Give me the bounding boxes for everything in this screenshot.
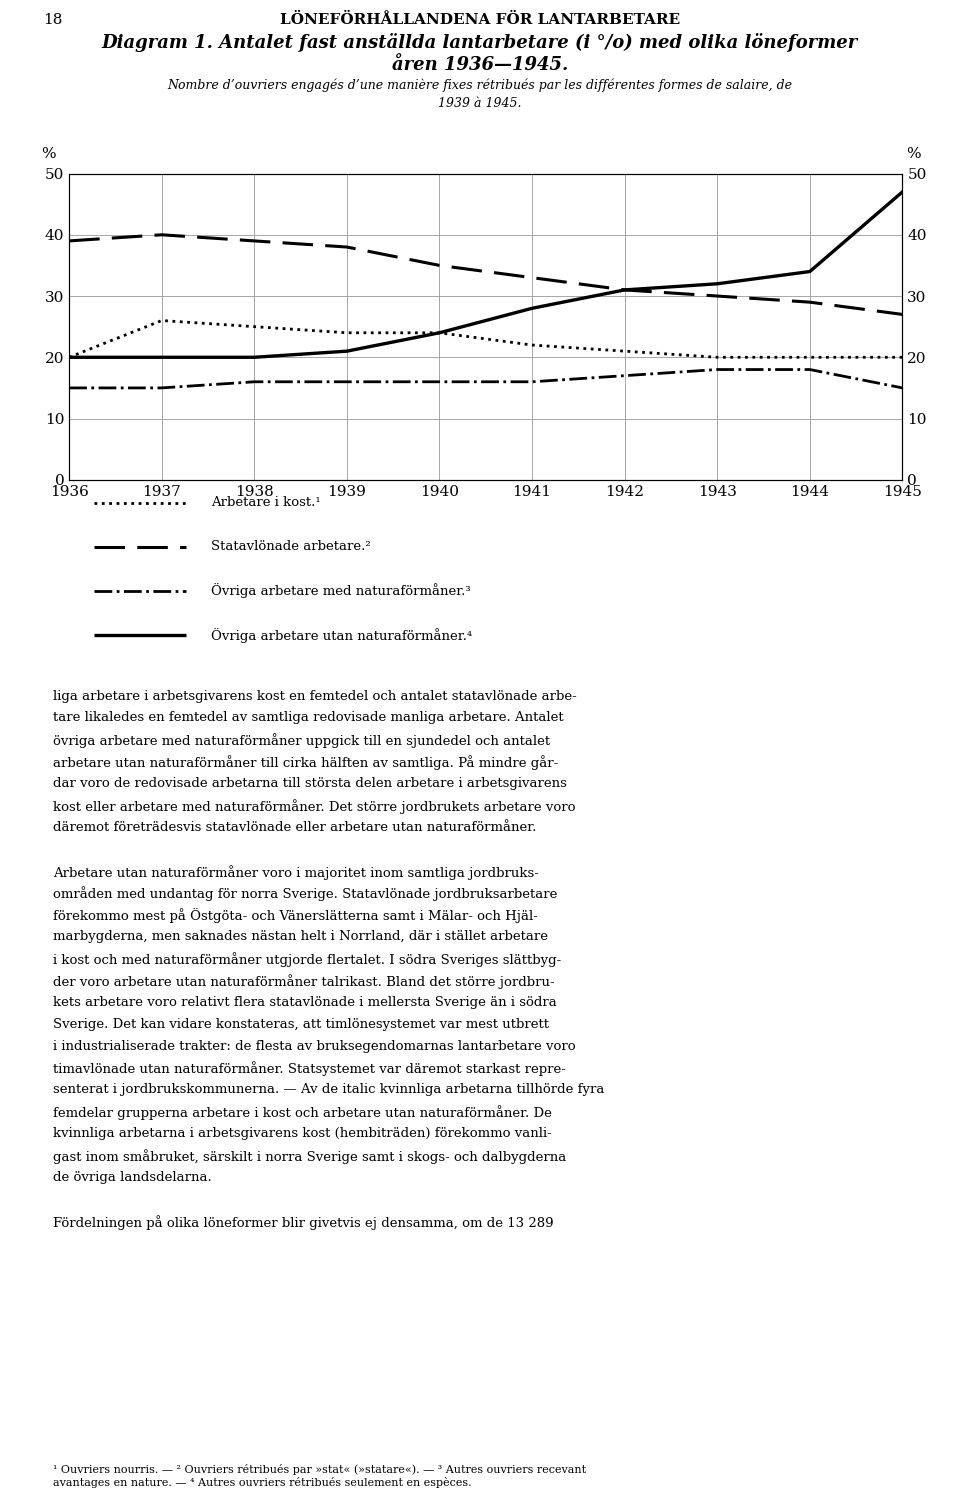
Text: %: % — [906, 148, 922, 161]
Text: i industrialiserade trakter: de flesta av bruksegendomarnas lantarbetare voro: i industrialiserade trakter: de flesta a… — [53, 1040, 575, 1053]
Text: förekommo mest på Östgöta- och Vänerslätterna samt i Mälar- och Hjäl-: förekommo mest på Östgöta- och Vänerslät… — [53, 908, 538, 924]
Text: i kost och med naturaförmåner utgjorde flertalet. I södra Sveriges slättbyg-: i kost och med naturaförmåner utgjorde f… — [53, 952, 561, 967]
Text: Fördelningen på olika löneformer blir givetvis ej densamma, om de 13 289: Fördelningen på olika löneformer blir gi… — [53, 1215, 553, 1230]
Text: ¹ Ouvriers nourris. — ² Ouvriers rétribués par »stat« (»statare«). — ³ Autres ou: ¹ Ouvriers nourris. — ² Ouvriers rétribu… — [53, 1464, 586, 1488]
Text: marbygderna, men saknades nästan helt i Norrland, där i stället arbetare: marbygderna, men saknades nästan helt i … — [53, 930, 548, 943]
Text: kets arbetare voro relativt flera statavlönade i mellersta Sverige än i södra: kets arbetare voro relativt flera statav… — [53, 996, 557, 1010]
Text: Övriga arbetare med naturaförmåner.³: Övriga arbetare med naturaförmåner.³ — [211, 584, 470, 599]
Text: Arbetare utan naturaförmåner voro i majoritet inom samtliga jordbruks-: Arbetare utan naturaförmåner voro i majo… — [53, 865, 539, 880]
Text: Statavlönade arbetare.²: Statavlönade arbetare.² — [211, 540, 371, 554]
Text: 18: 18 — [43, 12, 62, 27]
Text: Nombre d’ouvriers engagés d’une manière fixes rétribués par les différentes form: Nombre d’ouvriers engagés d’une manière … — [167, 78, 793, 92]
Text: åren 1936—1945.: åren 1936—1945. — [392, 56, 568, 74]
Text: Arbetare i kost.¹: Arbetare i kost.¹ — [211, 496, 321, 510]
Text: 1939 à 1945.: 1939 à 1945. — [439, 97, 521, 110]
Text: tare likaledes en femtedel av samtliga redovisade manliga arbetare. Antalet: tare likaledes en femtedel av samtliga r… — [53, 711, 564, 724]
Text: områden med undantag för norra Sverige. Statavlönade jordbruksarbetare: områden med undantag för norra Sverige. … — [53, 886, 557, 901]
Text: övriga arbetare med naturaförmåner uppgick till en sjundedel och antalet: övriga arbetare med naturaförmåner uppgi… — [53, 733, 550, 748]
Text: timavlönade utan naturaförmåner. Statsystemet var däremot starkast repre-: timavlönade utan naturaförmåner. Statsys… — [53, 1062, 565, 1076]
Text: kost eller arbetare med naturaförmåner. Det större jordbrukets arbetare voro: kost eller arbetare med naturaförmåner. … — [53, 800, 575, 813]
Text: der voro arbetare utan naturaförmåner talrikast. Bland det större jordbru-: der voro arbetare utan naturaförmåner ta… — [53, 975, 555, 988]
Text: de övriga landsdelarna.: de övriga landsdelarna. — [53, 1171, 211, 1185]
Text: %: % — [40, 148, 56, 161]
Text: Diagram 1. Antalet fast anställda lantarbetare (i °/o) med olika löneformer: Diagram 1. Antalet fast anställda lantar… — [102, 33, 858, 53]
Text: däremot företrädesvis statavlönade eller arbetare utan naturaförmåner.: däremot företrädesvis statavlönade eller… — [53, 821, 537, 834]
Text: liga arbetare i arbetsgivarens kost en femtedel och antalet statavlönade arbe-: liga arbetare i arbetsgivarens kost en f… — [53, 690, 577, 703]
Text: kvinnliga arbetarna i arbetsgivarens kost (hembiträden) förekommo vanli-: kvinnliga arbetarna i arbetsgivarens kos… — [53, 1127, 552, 1141]
Text: dar voro de redovisade arbetarna till största delen arbetare i arbetsgivarens: dar voro de redovisade arbetarna till st… — [53, 777, 566, 791]
Text: Sverige. Det kan vidare konstateras, att timlönesystemet var mest utbrett: Sverige. Det kan vidare konstateras, att… — [53, 1017, 549, 1031]
Text: senterat i jordbrukskommunerna. — Av de italic kvinnliga arbetarna tillhörde fyr: senterat i jordbrukskommunerna. — Av de … — [53, 1083, 604, 1097]
Text: femdelar grupperna arbetare i kost och arbetare utan naturaförmåner. De: femdelar grupperna arbetare i kost och a… — [53, 1105, 552, 1120]
Text: Övriga arbetare utan naturaförmåner.⁴: Övriga arbetare utan naturaförmåner.⁴ — [211, 628, 472, 643]
Text: LÖNEFÖRHÅLLANDENA FÖR LANTARBETARE: LÖNEFÖRHÅLLANDENA FÖR LANTARBETARE — [280, 12, 680, 27]
Text: gast inom småbruket, särskilt i norra Sverige samt i skogs- och dalbygderna: gast inom småbruket, särskilt i norra Sv… — [53, 1150, 566, 1163]
Text: arbetare utan naturaförmåner till cirka hälften av samtliga. På mindre går-: arbetare utan naturaförmåner till cirka … — [53, 754, 558, 770]
